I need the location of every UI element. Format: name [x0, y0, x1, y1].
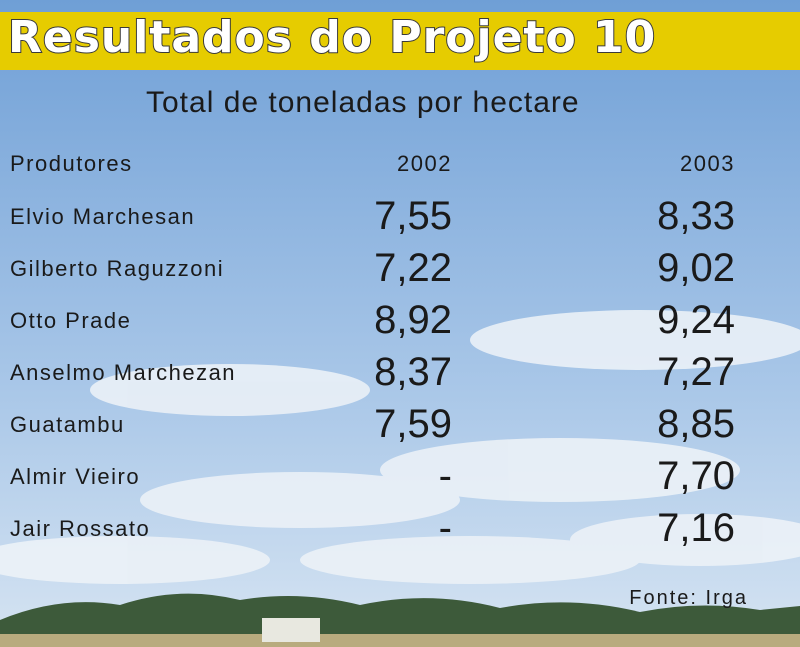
column-header: Produtores [10, 151, 133, 176]
yield-value: 8,33 [657, 194, 735, 238]
column-header: 2003 [680, 151, 735, 176]
yield-value: 8,92 [374, 298, 452, 342]
producer-name: Elvio Marchesan [10, 204, 196, 229]
producer-name: Guatambu [10, 412, 125, 437]
subtitle: Total de toneladas por hectare [146, 86, 580, 119]
source: Fonte: Irga [629, 587, 748, 609]
ground [0, 634, 800, 647]
producer-name: Gilberto Raguzzoni [10, 256, 225, 281]
yield-value: 7,70 [657, 454, 735, 498]
title: Resultados do Projeto 10 [7, 12, 657, 63]
yield-value: 7,22 [374, 246, 452, 290]
yield-value: 7,59 [374, 402, 452, 446]
title-band [0, 12, 800, 70]
column-header: 2002 [397, 151, 452, 176]
producer-name: Jair Rossato [10, 516, 151, 541]
yield-value: 8,37 [374, 350, 452, 394]
yield-value: - [438, 506, 452, 550]
trees [0, 593, 800, 647]
yield-value: 9,02 [657, 246, 735, 290]
producer-name: Anselmo Marchezan [10, 360, 237, 385]
producer-name: Almir Vieiro [10, 464, 141, 489]
yield-value: 8,85 [657, 402, 735, 446]
yield-value: 7,16 [657, 506, 735, 550]
clouds [0, 310, 800, 584]
yield-value: 7,55 [374, 194, 452, 238]
yield-value: 9,24 [657, 298, 735, 342]
yield-value: - [438, 454, 452, 498]
producer-name: Otto Prade [10, 308, 132, 333]
building [262, 618, 320, 642]
yield-value: 7,27 [657, 350, 735, 394]
